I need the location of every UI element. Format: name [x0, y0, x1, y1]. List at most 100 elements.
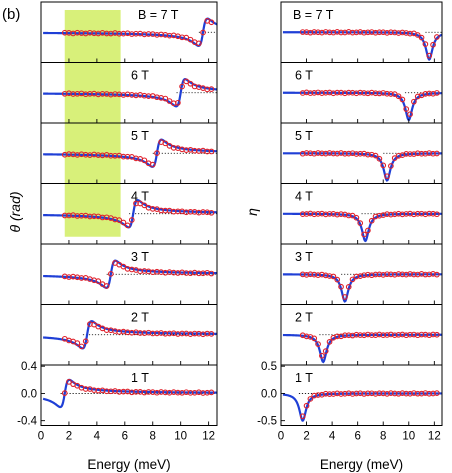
- data-point: [407, 30, 413, 37]
- y-axis-title: η: [244, 208, 260, 216]
- data-point: [349, 89, 356, 96]
- data-point: [395, 210, 402, 217]
- field-label: 5 T: [131, 129, 149, 143]
- data-point: [338, 391, 344, 397]
- data-point: [414, 32, 421, 38]
- field-label: 6 T: [131, 69, 149, 83]
- data-point: [434, 34, 440, 40]
- data-point: [361, 391, 367, 397]
- data-point: [384, 271, 390, 278]
- data-point: [395, 271, 402, 277]
- data-point: [311, 335, 318, 342]
- data-point: [345, 150, 352, 157]
- data-point: [388, 390, 394, 397]
- y-tick-label: 0.5: [261, 361, 277, 373]
- data-point: [395, 152, 402, 159]
- data-point: [299, 90, 306, 96]
- data-point: [376, 212, 383, 219]
- data-point: [326, 273, 333, 279]
- data-point: [357, 273, 364, 280]
- data-point: [345, 29, 352, 35]
- x-tick-label: 6: [122, 431, 128, 443]
- subplot-theta-1T: [40, 364, 218, 426]
- data-point: [334, 276, 341, 283]
- data-point: [407, 151, 413, 157]
- data-point: [407, 111, 413, 118]
- data-point: [414, 210, 421, 217]
- data-point: [399, 29, 406, 36]
- y-tick-label: -0.5: [257, 416, 277, 428]
- data-point: [365, 227, 371, 234]
- data-point: [195, 40, 202, 47]
- data-point: [299, 150, 306, 157]
- data-point: [307, 90, 314, 96]
- data-point: [368, 29, 375, 35]
- data-point: [107, 271, 114, 277]
- y-axis-title: θ (rad): [7, 191, 23, 232]
- data-point: [368, 332, 375, 338]
- subplot-eta-3T: [280, 243, 443, 305]
- data-point: [414, 332, 421, 339]
- data-point: [141, 157, 148, 164]
- data-point: [372, 332, 379, 338]
- data-point: [434, 331, 440, 338]
- subplot-theta-7T: [40, 1, 218, 63]
- data-point: [380, 212, 387, 218]
- data-point: [372, 391, 379, 397]
- data-point: [422, 331, 429, 338]
- data-point: [384, 90, 390, 97]
- data-point: [307, 150, 314, 157]
- field-label: 1 T: [131, 371, 149, 385]
- model-curve: [282, 152, 442, 182]
- data-point: [426, 390, 433, 397]
- data-point: [66, 378, 72, 385]
- data-point: [345, 89, 352, 96]
- data-point: [208, 270, 215, 277]
- data-point: [326, 339, 333, 345]
- data-point: [411, 211, 417, 218]
- data-point: [334, 29, 341, 35]
- data-point: [307, 396, 314, 402]
- data-point: [149, 161, 156, 168]
- panel-label: (b): [2, 6, 20, 23]
- data-point: [426, 150, 433, 156]
- data-point: [357, 150, 364, 157]
- model-curve: [282, 31, 443, 61]
- data-point: [388, 29, 394, 36]
- data-point: [384, 30, 390, 36]
- data-point: [411, 331, 417, 338]
- data-point: [353, 151, 360, 157]
- model-curve: [282, 91, 443, 122]
- data-point: [422, 91, 429, 97]
- y-tick-label: 0.0: [21, 388, 37, 400]
- data-point: [434, 390, 440, 396]
- data-point: [365, 90, 371, 97]
- data-point: [187, 36, 194, 43]
- data-point: [399, 271, 406, 278]
- data-point: [208, 148, 215, 155]
- data-point: [376, 331, 383, 338]
- data-point: [208, 86, 215, 93]
- data-point: [430, 41, 436, 48]
- data-point: [326, 391, 333, 397]
- data-point: [376, 155, 383, 162]
- data-point: [342, 332, 348, 339]
- data-point: [345, 390, 352, 397]
- data-point: [372, 152, 379, 159]
- data-point: [357, 332, 364, 338]
- subplot-eta-5T: [280, 122, 443, 184]
- data-point: [430, 150, 436, 157]
- data-point: [303, 272, 310, 278]
- x-axis-title: Energy (meV): [320, 457, 403, 472]
- subplot-eta-7T: [280, 1, 443, 63]
- data-point: [303, 211, 310, 217]
- data-point: [380, 162, 387, 169]
- data-point: [372, 213, 379, 220]
- x-axis-title: Energy (meV): [87, 457, 170, 472]
- data-point: [365, 151, 371, 158]
- data-point: [384, 332, 390, 338]
- data-point: [361, 29, 367, 36]
- data-point: [372, 29, 379, 36]
- data-point: [349, 150, 356, 157]
- data-point: [365, 331, 371, 338]
